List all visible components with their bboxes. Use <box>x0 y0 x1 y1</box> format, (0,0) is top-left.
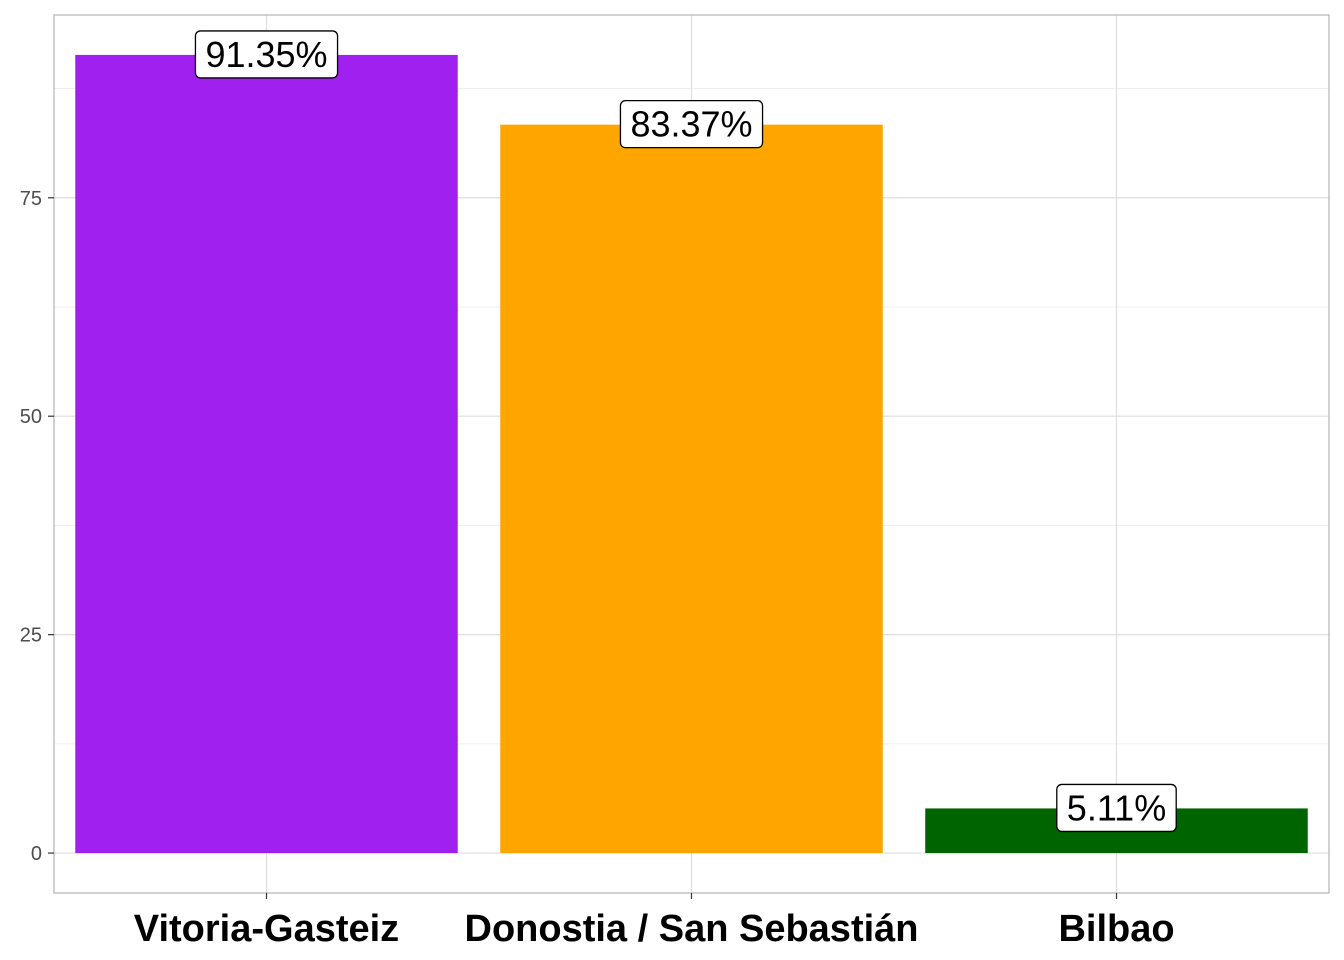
data-label: 83.37% <box>619 100 764 149</box>
y-tick-label: 0 <box>31 843 42 865</box>
data-label-box <box>1056 783 1177 833</box>
y-tick-label: 25 <box>20 625 42 647</box>
data-label-box <box>194 30 339 79</box>
y-tick-label: 75 <box>20 188 42 210</box>
data-label-text: 91.35% <box>205 34 327 75</box>
x-category-label: Vitoria-Gasteiz <box>134 908 399 950</box>
bar <box>500 124 883 854</box>
bar <box>75 54 458 854</box>
data-labels: 91.35% 83.37% 5.11% <box>194 30 1177 833</box>
y-axis: 0 25 50 75 <box>20 188 54 865</box>
x-category-label: Donostia / San Sebastián <box>465 908 919 950</box>
data-label-box <box>619 100 764 149</box>
y-tick-label: 50 <box>20 406 42 428</box>
bars <box>75 54 1308 854</box>
data-label-text: 83.37% <box>630 104 752 145</box>
data-label: 91.35% <box>194 30 339 79</box>
x-category-label: Bilbao <box>1058 908 1174 950</box>
data-label: 5.11% <box>1056 783 1177 833</box>
x-axis: Vitoria-Gasteiz Donostia / San Sebastián B… <box>134 893 1175 950</box>
data-label-text: 5.11% <box>1067 787 1166 828</box>
